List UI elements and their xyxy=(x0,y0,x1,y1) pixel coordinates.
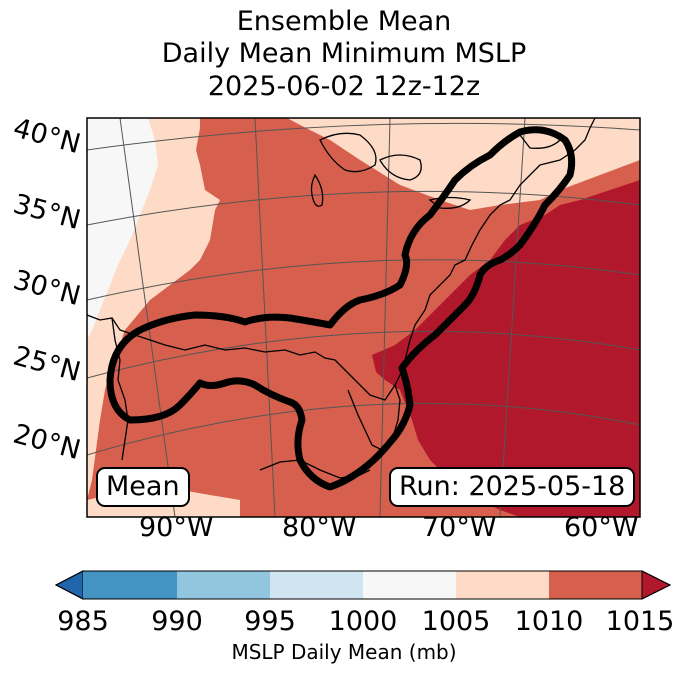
field-over-1015 xyxy=(372,180,640,517)
run-date-label: Run: 2025-05-18 xyxy=(389,467,636,507)
colorbar-tick-1005: 1005 xyxy=(421,606,491,637)
colorbar-tick-1000: 1000 xyxy=(328,606,398,637)
lon-label-90w: 90°W xyxy=(139,512,214,543)
colorbar-segment-1005-1010 xyxy=(456,571,549,599)
colorbar-tick-985: 985 xyxy=(57,606,109,637)
colorbar-tick-1015: 1015 xyxy=(605,606,675,637)
colorbar-segment-985-990 xyxy=(83,571,177,599)
colorbar-label: MSLP Daily Mean (mb) xyxy=(231,640,457,664)
colorbar-segment-1000-1005 xyxy=(363,571,456,599)
colorbar xyxy=(54,570,672,600)
title-line-3: 2025-06-02 12z-12z xyxy=(207,71,481,102)
lon-label-80w: 80°W xyxy=(282,512,357,543)
field-1000-1005-west xyxy=(87,118,158,340)
colorbar-segment-990-995 xyxy=(177,571,270,599)
colorbar-tick-990: 990 xyxy=(151,606,203,637)
colorbar-max-extension xyxy=(641,570,672,600)
lon-label-60w: 60°W xyxy=(564,512,639,543)
colorbar-segment-995-1000 xyxy=(270,571,363,599)
title-line-1: Ensemble Mean xyxy=(236,6,452,37)
colorbar-outline xyxy=(54,570,672,600)
title-line-2: Daily Mean Minimum MSLP xyxy=(161,38,527,69)
colorbar-segment-1010-1015 xyxy=(549,571,642,599)
colorbar-min-extension xyxy=(54,570,84,600)
colorbar-tick-1010: 1010 xyxy=(514,606,584,637)
map-panel xyxy=(87,118,640,517)
mean-label: Mean xyxy=(96,467,190,507)
field-1005-1010-northeast xyxy=(287,118,640,210)
map-frame xyxy=(86,117,641,518)
colorbar-tick-995: 995 xyxy=(244,606,296,637)
coastline xyxy=(87,118,596,479)
lon-label-70w: 70°W xyxy=(422,512,497,543)
mslp-contour xyxy=(106,126,576,491)
